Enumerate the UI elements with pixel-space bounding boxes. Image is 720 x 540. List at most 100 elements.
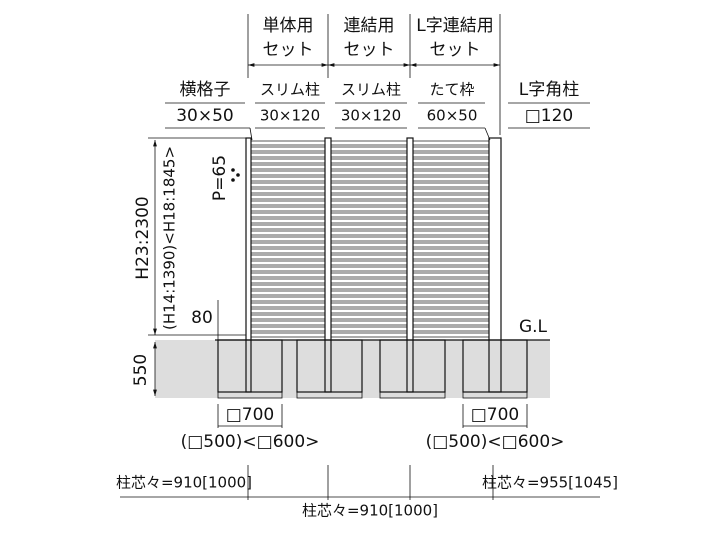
footing-size: □700 [471,405,520,425]
set-label: 単体用 [263,16,314,36]
slat [412,278,490,284]
slat [250,260,326,266]
slat [250,218,326,224]
slat [250,146,326,152]
slat [330,176,408,182]
pitch-label-left: 柱芯々=910[1000] [116,474,252,492]
slat [330,164,408,170]
slat [412,248,490,254]
header-lines [247,14,501,135]
slat [250,266,326,272]
slat [250,230,326,236]
part-name: 横格子 [180,80,231,100]
slat [412,164,490,170]
slat [330,152,408,158]
slat [330,260,408,266]
slat [412,242,490,248]
slat [330,242,408,248]
slat [250,194,326,200]
slat [412,152,490,158]
part-name: L字角柱 [519,80,579,100]
part-name: たて枠 [429,81,474,99]
slat [412,206,490,212]
part-size: 30×120 [260,107,320,125]
slat [330,296,408,302]
pitch-label: P=65 [210,155,230,201]
pitch-dots [231,168,240,182]
slat [330,278,408,284]
slat [250,248,326,254]
slat [412,296,490,302]
slat [250,320,326,326]
slat [250,206,326,212]
slat [250,278,326,284]
slat [412,326,490,332]
slat [330,224,408,230]
part-size: 30×120 [341,107,401,125]
slat [330,326,408,332]
slat [250,140,326,146]
slat [330,182,408,188]
slat [330,314,408,320]
slat [330,284,408,290]
slat [412,146,490,152]
slat [250,332,326,338]
slat [330,266,408,272]
part-size: 60×50 [427,107,478,125]
slat [330,218,408,224]
slat [412,188,490,194]
slat [412,170,490,176]
slat [412,254,490,260]
part-size: □120 [525,106,574,126]
slat [330,158,408,164]
slat [412,308,490,314]
slat [330,272,408,278]
slat [330,146,408,152]
slat [412,236,490,242]
footing-dims [217,404,528,428]
pitch-label-bottom: 柱芯々=910[1000] [302,502,438,520]
slat [330,206,408,212]
slat [412,158,490,164]
slat [412,218,490,224]
slat [250,272,326,278]
slat [250,296,326,302]
slat [250,170,326,176]
footing-size: □700 [226,405,275,425]
slat [330,332,408,338]
set-label: セット [430,40,481,60]
slat [250,242,326,248]
slat [250,284,326,290]
set-label: 連結用 [344,16,395,36]
slat [250,158,326,164]
slat [412,290,490,296]
slat [330,308,408,314]
slat [330,170,408,176]
slat [412,272,490,278]
slat [250,314,326,320]
part-name: スリム柱 [260,81,320,99]
slat [250,236,326,242]
slat [412,302,490,308]
slat [250,302,326,308]
slat [330,194,408,200]
fence-panels [245,137,502,393]
slat [250,188,326,194]
slat [412,200,490,206]
slat [412,176,490,182]
footing-alt: (□500)<□600> [181,432,320,452]
slat [250,182,326,188]
set-label: L字連結用 [416,16,493,36]
slat [250,290,326,296]
slat [412,314,490,320]
slat [250,254,326,260]
slat [250,308,326,314]
slat [412,284,490,290]
slat [250,224,326,230]
slat [250,152,326,158]
slat [330,320,408,326]
gap-label: 80 [191,308,213,328]
set-label: セット [263,40,314,60]
slat [250,326,326,332]
